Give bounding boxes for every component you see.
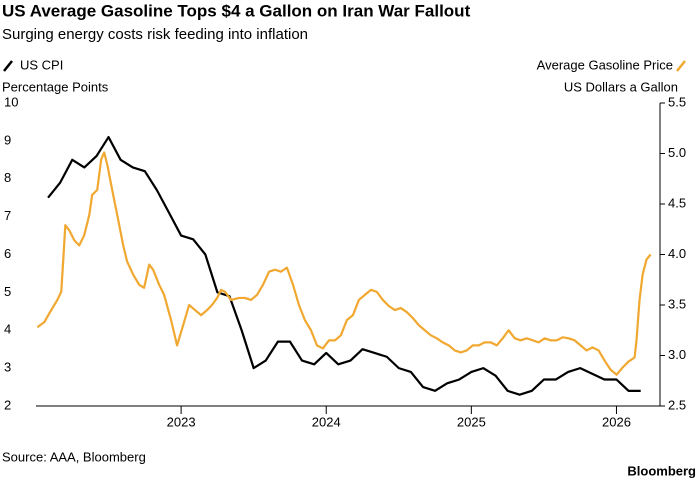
y2-tick-label: 3.0 [668, 347, 686, 362]
chart-title: US Average Gasoline Tops $4 a Gallon on … [2, 1, 471, 20]
x-tick-label: 2024 [312, 414, 341, 429]
y-tick-label: 4 [4, 322, 11, 337]
source: Source: AAA, Bloomberg [2, 449, 146, 464]
y2-tick-label: 4.5 [668, 195, 686, 210]
y-tick-label: 7 [4, 208, 11, 223]
y2-axis-label: US Dollars a Gallon [564, 79, 678, 94]
x-tick-label: 2025 [457, 414, 486, 429]
chart-subtitle: Surging energy costs risk feeding into i… [2, 26, 308, 43]
brand: Bloomberg [627, 463, 696, 478]
y-tick-label: 5 [4, 284, 11, 299]
y2-tick-label: 5.0 [668, 145, 686, 160]
y-tick-label: 6 [4, 246, 11, 261]
x-tick-label: 2023 [167, 414, 196, 429]
y-axis-label: Percentage Points [2, 79, 109, 94]
x-tick-label: 2026 [602, 414, 631, 429]
legend-label: Average Gasoline Price [537, 57, 673, 72]
y-tick-label: 2 [4, 397, 11, 412]
legend-swatch [676, 60, 686, 72]
legend-swatch [3, 60, 13, 72]
y2-tick-label: 5.5 [668, 94, 686, 109]
y-tick-label: 10 [4, 94, 18, 109]
y-tick-label: 9 [4, 132, 11, 147]
y-tick-label: 8 [4, 170, 11, 185]
series-line [47, 135, 641, 396]
y2-tick-label: 4.0 [668, 246, 686, 261]
y-tick-label: 3 [4, 360, 11, 375]
series-line [36, 151, 652, 376]
legend-label: US CPI [20, 57, 63, 72]
y2-tick-label: 3.5 [668, 296, 686, 311]
y2-tick-label: 2.5 [668, 397, 686, 412]
